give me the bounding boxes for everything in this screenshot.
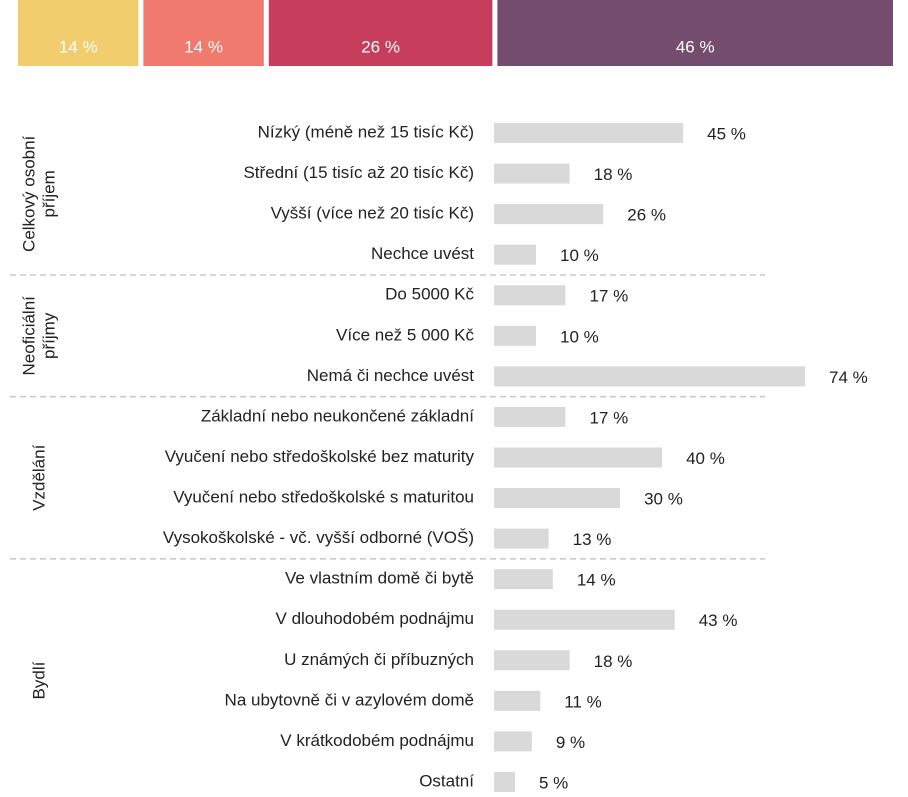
stack-segment: [143, 0, 264, 66]
bar: [494, 569, 553, 590]
value-label: 17 %: [589, 287, 628, 306]
category-label: Vyučení nebo středoškolské s maturitou: [173, 488, 474, 507]
value-label: 18 %: [594, 165, 633, 184]
category-label: Na ubytovně či v azylovém domě: [225, 690, 474, 709]
category-label: Vyšší (více než 20 tisíc Kč): [271, 204, 474, 223]
group-label: Bydlí: [29, 661, 48, 699]
value-label: 18 %: [594, 652, 633, 671]
bar: [494, 447, 663, 468]
bar: [494, 771, 516, 792]
category-label: Vysokoškolské - vč. vyšší odborné (VOŠ): [163, 528, 474, 547]
group-label: příjem: [39, 170, 58, 217]
bar: [494, 325, 537, 346]
value-label: 9 %: [556, 733, 585, 752]
group-label: Vzdělání: [29, 444, 48, 510]
bar: [494, 609, 675, 630]
value-label: 17 %: [589, 408, 628, 427]
group-label: Celkový osobní: [19, 135, 38, 252]
value-label: 5 %: [539, 773, 568, 792]
segment-label: 46 %: [676, 37, 715, 56]
bar: [494, 690, 541, 711]
category-label: Střední (15 tisíc až 20 tisíc Kč): [243, 163, 474, 182]
category-label: V krátkodobém podnájmu: [280, 731, 474, 750]
category-label: Ostatní: [419, 771, 474, 790]
category-label: Vyučení nebo středoškolské bez maturity: [165, 447, 475, 466]
segment-label: 26 %: [361, 37, 400, 56]
value-label: 45 %: [707, 124, 746, 143]
category-label: Ve vlastním domě či bytě: [285, 569, 474, 588]
category-label: U známých či příbuzných: [284, 650, 474, 669]
bar: [494, 285, 566, 306]
category-label: Nízký (méně než 15 tisíc Kč): [258, 122, 474, 141]
value-label: 43 %: [699, 611, 738, 630]
value-label: 30 %: [644, 490, 683, 509]
bar: [494, 366, 805, 387]
group-label: příjmy: [39, 312, 58, 359]
segment-label: 14 %: [59, 37, 98, 56]
value-label: 14 %: [577, 571, 616, 590]
category-label: Nechce uvést: [371, 244, 474, 263]
stack-segment: [18, 0, 139, 66]
value-label: 11 %: [564, 692, 602, 711]
value-label: 13 %: [573, 530, 612, 549]
bar: [494, 650, 570, 671]
bar: [494, 123, 684, 143]
bar: [494, 488, 621, 509]
value-label: 26 %: [627, 206, 666, 225]
bar: [494, 244, 537, 265]
bar: [494, 731, 532, 752]
value-label: 74 %: [829, 368, 868, 387]
bar: [494, 163, 570, 184]
category-label: Nemá či nechce uvést: [307, 366, 475, 385]
stack-segment: [497, 0, 893, 66]
category-label: Do 5000 Kč: [385, 285, 474, 304]
value-label: 40 %: [686, 449, 725, 468]
category-label: V dlouhodobém podnájmu: [276, 609, 474, 628]
bar: [494, 528, 549, 549]
bar: [494, 204, 604, 225]
value-label: 10 %: [560, 327, 599, 346]
stack-segment: [268, 0, 493, 66]
bar: [494, 406, 566, 427]
category-label: Základní nebo neukončené základní: [201, 406, 474, 425]
category-label: Více než 5 000 Kč: [336, 325, 474, 344]
value-label: 10 %: [560, 246, 599, 265]
group-label: Neoficiální: [19, 296, 38, 376]
segment-label: 14 %: [184, 37, 223, 56]
